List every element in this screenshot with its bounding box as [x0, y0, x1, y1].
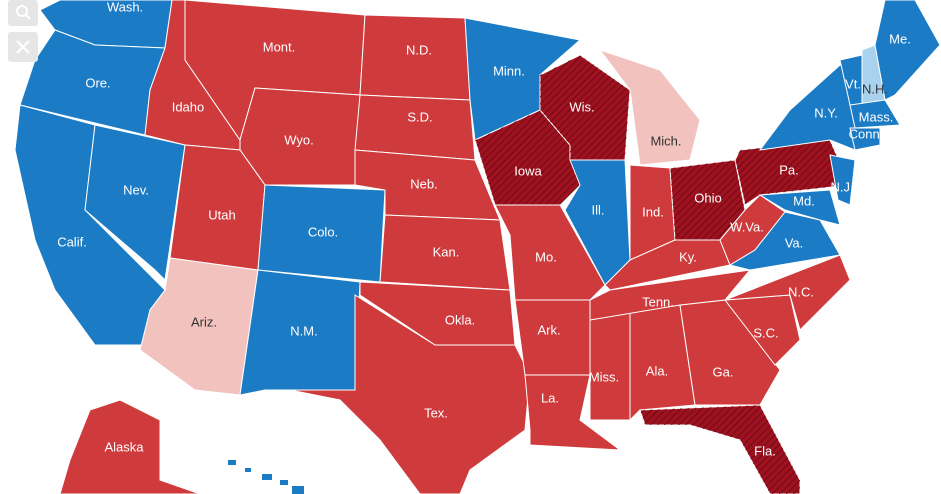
state-label: Pa.: [779, 162, 799, 177]
state-label: Ky.: [679, 249, 697, 264]
state[interactable]: [639, 404, 801, 494]
state[interactable]: [514, 299, 591, 376]
state-label: La.: [541, 390, 559, 405]
state-label: Iowa: [514, 163, 542, 178]
state-label: Minn.: [493, 63, 525, 78]
state-label: Ind.: [642, 204, 664, 219]
state-label: S.C.: [753, 325, 778, 340]
state-label: N.M.: [290, 323, 317, 338]
state-label: Ga.: [713, 364, 734, 379]
state-label: Tenn.: [642, 294, 674, 309]
state-label: Vt.: [845, 76, 861, 91]
state-label: Me.: [889, 31, 911, 46]
state-label: Okla.: [445, 312, 475, 327]
zoom-in-button[interactable]: [8, 0, 38, 26]
state[interactable]: [359, 14, 471, 101]
state[interactable]: [59, 399, 201, 494]
state-label: Ariz.: [191, 314, 217, 329]
state-label: Fla.: [754, 443, 776, 458]
state[interactable]: [849, 99, 901, 129]
state-label: Md.: [793, 193, 815, 208]
state-label: N.J.: [830, 179, 853, 194]
state[interactable]: [598, 49, 701, 166]
state-label: Ark.: [537, 322, 560, 337]
state-label: Ill.: [592, 202, 605, 217]
state[interactable]: [354, 94, 476, 161]
state-label: Ala.: [646, 363, 668, 378]
state-label: N.C.: [788, 284, 814, 299]
state-label: Ohio: [694, 190, 721, 205]
state[interactable]: [849, 127, 881, 151]
state-label: Wyo.: [284, 132, 314, 147]
state-label: W.Va.: [730, 219, 764, 234]
state-label: N.Y.: [814, 105, 838, 120]
state-label: Ore.: [85, 75, 110, 90]
state-label: Nev.: [123, 182, 149, 197]
state-label: Conn.: [849, 126, 884, 141]
state-label: S.D.: [407, 109, 432, 124]
state-label: Wash.: [107, 0, 143, 14]
state-label: Colo.: [308, 224, 338, 239]
state-label: Tex.: [424, 405, 448, 420]
state-label: N.H.: [862, 81, 888, 96]
state-label: Calif.: [57, 234, 87, 249]
state-label: Idaho: [172, 99, 205, 114]
state-label: Mich.: [650, 133, 681, 148]
state-label: Mo.: [535, 249, 557, 264]
state-label: Va.: [785, 235, 804, 250]
state[interactable]: [724, 254, 851, 331]
state-label: N.D.: [406, 42, 432, 57]
hawaii: [228, 460, 304, 494]
state-label: Mass.: [859, 109, 894, 124]
state[interactable]: [758, 189, 841, 226]
state-label: Mont.: [263, 39, 296, 54]
state-label: Wis.: [569, 99, 594, 114]
state[interactable]: [829, 154, 856, 206]
reset-button[interactable]: [8, 32, 38, 62]
state-label: Kan.: [433, 244, 460, 259]
state[interactable]: [289, 294, 531, 494]
state-label: Alaska: [104, 439, 144, 454]
state-label: Neb.: [410, 176, 437, 191]
states: Wash. Ore. Calif. Nev. Idaho Mont. Wyo. Utah Ari…: [14, 0, 941, 494]
state-label: Miss.: [589, 369, 619, 384]
state-label: Utah: [208, 207, 235, 222]
state[interactable]: [589, 311, 631, 421]
